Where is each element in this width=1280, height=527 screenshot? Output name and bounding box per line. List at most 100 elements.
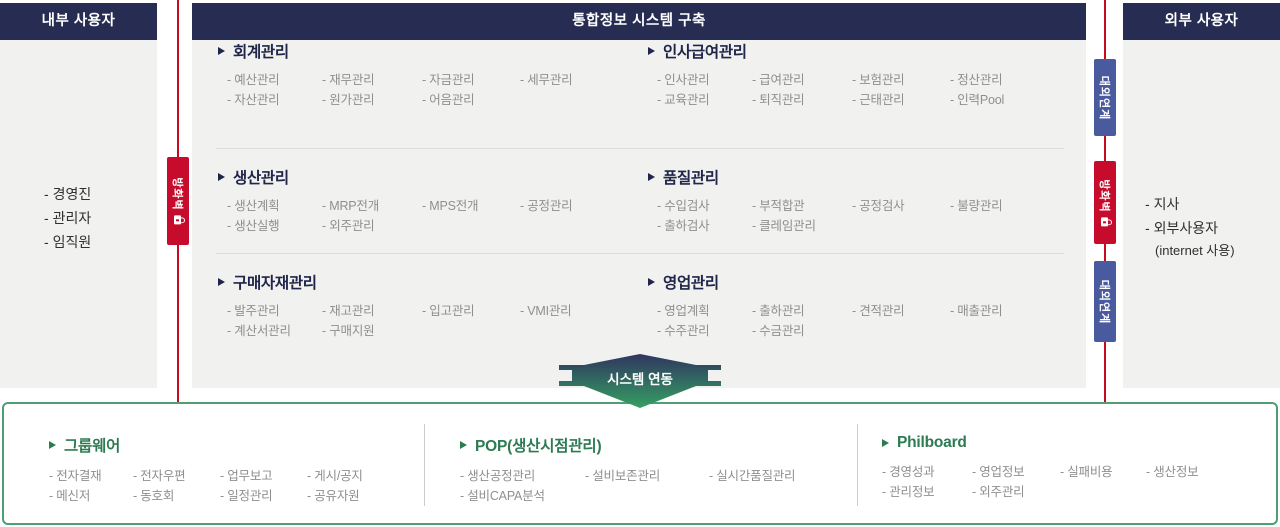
section-items: 생산공정관리설비보존관리실시간품질관리설비CAPA분석 [460,466,795,506]
module-items: 생산계획MRP전개MPS전개공정관리생산실행외주관리 [227,196,572,236]
module-item: 클레임관리 [752,216,852,236]
arrow-icon [648,47,655,55]
module-item: VMI관리 [520,301,571,321]
module-items: 발주관리재고관리입고관리VMI관리계산서관리구매지원 [227,301,571,341]
arrow-icon [218,173,225,181]
module-items: 인사관리급여관리보험관리정산관리교육관리퇴직관리근태관리인력Pool [657,70,1004,110]
firewall-label: 방화벽 [171,177,183,211]
external-users-list: 지사 외부사용자 (internet 사용) [1145,192,1280,262]
module-item: 급여관리 [752,70,852,90]
module-item: MPS전개 [422,196,520,216]
linked-systems-box: 그룹웨어 전자결재전자우편업무보고게시/공지메신저동호회일정관리공유자원 POP… [2,402,1278,525]
section-item: 설비CAPA분석 [460,486,585,506]
module-item: 보험관리 [852,70,950,90]
section-item: 생산정보 [1146,462,1198,482]
arrow-icon [49,441,56,449]
module-row-2: 생산관리 생산계획MRP전개MPS전개공정관리생산실행외주관리 품질관리 수입검… [192,149,1086,254]
module-item: 불량관리 [950,196,1002,216]
module-items: 예산관리재무관리자금관리세무관리자산관리원가관리어음관리 [227,70,572,110]
module-items: 수입검사부적합관공정검사불량관리출하검사클레임관리 [657,196,1002,236]
firewall-badge-left: 방화벽 [167,157,189,245]
module-quality: 품질관리 수입검사부적합관공정검사불량관리출하검사클레임관리 [648,166,1003,236]
module-item: 출하관리 [752,301,852,321]
module-item: 영업계획 [657,301,752,321]
arrow-icon [648,173,655,181]
section-item: 실시간품질관리 [709,466,795,486]
section-philboard: Philboard 경영성과영업정보실패비용생산정보관리정보외주관리 [882,434,1199,502]
firewall-badge-right: 방화벽 [1094,161,1116,244]
section-item: 전자우편 [133,466,220,486]
lock-icon [1101,217,1109,227]
module-purchasing: 구매자재관리 발주관리재고관리입고관리VMI관리계산서관리구매지원 [218,271,572,341]
module-item: 입고관리 [422,301,520,321]
module-items: 영업계획출하관리견적관리매출관리수주관리수금관리 [657,301,1002,341]
external-users-header: 외부 사용자 [1123,3,1280,40]
internal-users-panel: 내부 사용자 경영진관리자임직원 [0,3,157,388]
erp-system-header: 통합정보 시스템 구축 [192,3,1086,40]
interface-badge-top: 대외연계 [1094,59,1116,136]
external-user-item: 지사 [1145,192,1280,216]
section-item: 설비보존관리 [585,466,709,486]
module-title: 구매자재관리 [233,275,317,292]
module-item: 수입검사 [657,196,752,216]
internal-user-item: 경영진 [44,182,157,206]
module-row-3: 구매자재관리 발주관리재고관리입고관리VMI관리계산서관리구매지원 영업관리 영… [192,254,1086,338]
external-user-note: (internet 사용) [1155,243,1235,258]
section-item: 실패비용 [1060,462,1146,482]
section-item: 업무보고 [220,466,307,486]
section-title: 그룹웨어 [64,438,121,455]
internal-users-list: 경영진관리자임직원 [44,182,157,254]
section-item: 관리정보 [882,482,972,502]
module-title: 영업관리 [663,275,719,292]
section-divider [424,424,425,506]
double-arrow-icon [559,354,721,408]
internal-user-item: 관리자 [44,206,157,230]
module-item: 수금관리 [752,321,852,341]
module-item: 인사관리 [657,70,752,90]
section-item: 외주관리 [972,482,1060,502]
section-items: 전자결재전자우편업무보고게시/공지메신저동호회일정관리공유자원 [49,466,363,506]
module-title: 인사급여관리 [663,44,747,61]
module-item: 퇴직관리 [752,90,852,110]
module-title: 생산관리 [233,170,289,187]
module-item: 교육관리 [657,90,752,110]
interface-label: 대외연계 [1098,75,1110,120]
arrow-icon [218,278,225,286]
system-link-connector: 시스템 연동 [558,353,722,409]
module-item: 출하검사 [657,216,752,236]
module-item: 어음관리 [422,90,520,110]
module-item: 재무관리 [322,70,422,90]
module-item: 구매지원 [322,321,422,341]
external-users-panel: 외부 사용자 지사 외부사용자 (internet 사용) [1123,3,1280,388]
section-items: 경영성과영업정보실패비용생산정보관리정보외주관리 [882,462,1198,502]
section-item: 생산공정관리 [460,466,585,486]
section-item: 경영성과 [882,462,972,482]
section-item: 메신저 [49,486,133,506]
arrow-icon [218,47,225,55]
module-item: 정산관리 [950,70,1004,90]
module-item: 매출관리 [950,301,1002,321]
module-item: 세무관리 [520,70,572,90]
section-item: 공유자원 [307,486,363,506]
arrow-icon [648,278,655,286]
module-item: 근태관리 [852,90,950,110]
interface-label: 대외연계 [1098,279,1110,324]
module-item: 생산실행 [227,216,322,236]
section-pop: POP(생산시점관리) 생산공정관리설비보존관리실시간품질관리설비CAPA분석 [460,434,796,506]
arrow-icon [882,439,889,447]
arrow-icon [460,441,467,449]
module-item: 견적관리 [852,301,950,321]
internal-users-header: 내부 사용자 [0,3,157,40]
module-item: 예산관리 [227,70,322,90]
lock-icon [174,215,182,225]
section-item: 일정관리 [220,486,307,506]
module-item: 자금관리 [422,70,520,90]
module-item: 부적합관 [752,196,852,216]
module-item: 발주관리 [227,301,322,321]
module-item: 계산서관리 [227,321,322,341]
module-item: 자산관리 [227,90,322,110]
section-item: 영업정보 [972,462,1060,482]
module-item: 원가관리 [322,90,422,110]
section-title: POP(생산시점관리) [475,438,602,455]
system-link-label: 시스템 연동 [607,372,673,387]
